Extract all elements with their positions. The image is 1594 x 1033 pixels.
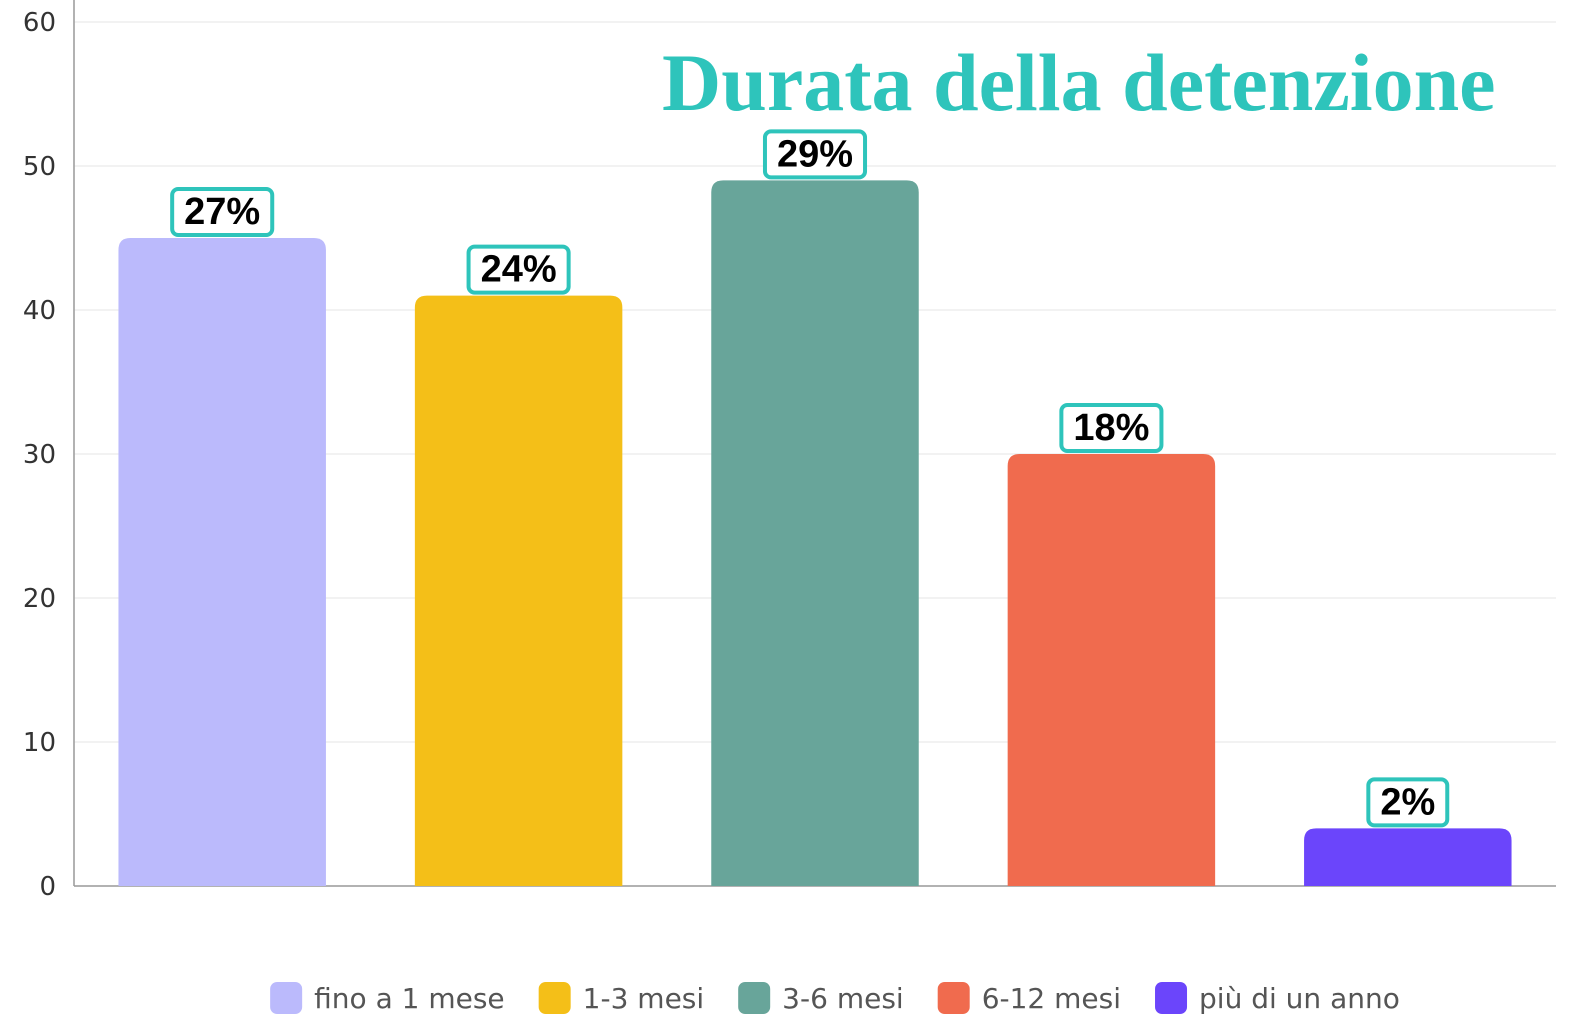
bar — [1007, 454, 1216, 886]
bar — [414, 295, 623, 887]
value-annotation: 24% — [481, 249, 557, 291]
plot: 0 10 20 30 40 50 60 27% 24% 29% 18% 2% fino a 1 mese… — [23, 0, 1556, 1015]
y-tick-label: 40 — [23, 296, 56, 326]
annotation-box — [762, 129, 868, 180]
y-tick-label: 10 — [23, 728, 56, 758]
legend-label: 6-12 mesi — [982, 982, 1121, 1015]
annotation-box — [170, 187, 275, 237]
legend-label: fino a 1 mese — [314, 982, 505, 1015]
legend-label: più di un anno — [1199, 982, 1400, 1015]
y-tick-label: 30 — [23, 440, 56, 470]
bar — [118, 238, 326, 886]
y-tick-label: 60 — [23, 8, 56, 38]
value-annotation: 2% — [1380, 781, 1435, 823]
legend-label: 3-6 mesi — [782, 982, 904, 1015]
value-annotation: 27% — [184, 191, 260, 233]
legend-label: 1-3 mesi — [583, 982, 705, 1015]
y-tick-label: 50 — [23, 152, 56, 182]
bar — [711, 180, 919, 886]
y-tick-label: 0 — [39, 872, 56, 902]
value-annotation: 29% — [777, 133, 853, 175]
annotation-box — [466, 244, 571, 295]
legend-swatch — [270, 982, 303, 1014]
legend-swatch — [738, 982, 771, 1014]
legend-swatch — [937, 982, 970, 1014]
legend: fino a 1 mese 1-3 mesi 3-6 mesi 6-12 mesi pi… — [270, 982, 1400, 1015]
legend-swatch — [1155, 982, 1188, 1014]
chart-title: Durata della detenzione — [662, 37, 1496, 128]
y-tick-label: 20 — [23, 584, 56, 614]
value-annotation: 18% — [1073, 407, 1149, 449]
legend-swatch — [538, 982, 571, 1014]
annotation-box — [1059, 403, 1164, 453]
bar — [1304, 828, 1512, 886]
annotation-box — [1366, 777, 1450, 828]
